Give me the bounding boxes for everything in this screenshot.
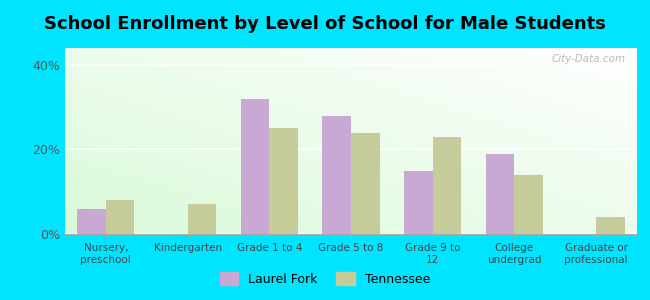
Bar xyxy=(188,204,216,234)
Bar xyxy=(404,171,433,234)
Bar xyxy=(322,116,351,234)
Legend: Laurel Fork, Tennessee: Laurel Fork, Tennessee xyxy=(214,267,436,291)
Bar xyxy=(486,154,514,234)
Text: School Enrollment by Level of School for Male Students: School Enrollment by Level of School for… xyxy=(44,15,606,33)
Text: City-Data.com: City-Data.com xyxy=(551,54,625,64)
Bar xyxy=(77,208,106,234)
Bar xyxy=(106,200,135,234)
Bar xyxy=(514,175,543,234)
Bar xyxy=(433,137,462,234)
Bar xyxy=(596,217,625,234)
Bar xyxy=(269,128,298,234)
Bar xyxy=(240,99,269,234)
Bar xyxy=(351,133,380,234)
